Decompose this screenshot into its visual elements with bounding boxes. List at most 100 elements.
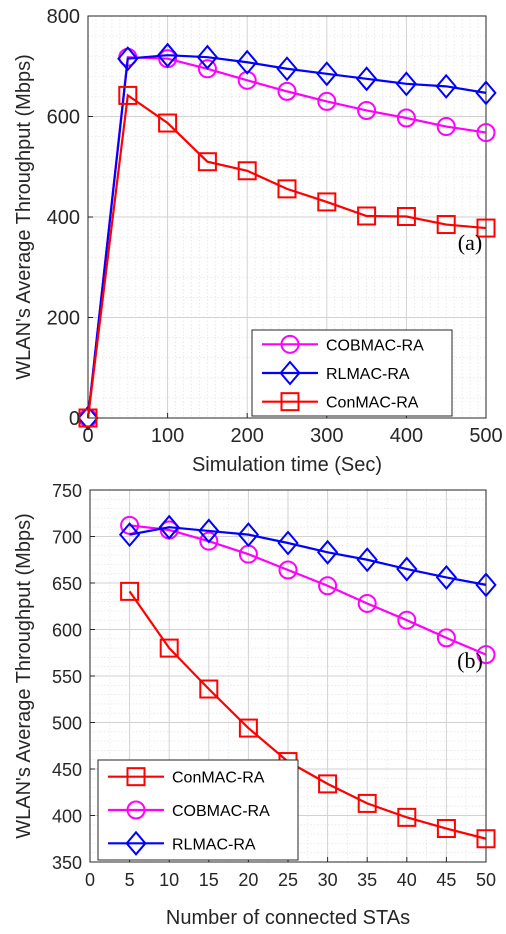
y-tick-label: 450 (52, 760, 82, 780)
legend-label: ConMAC-RA (172, 770, 265, 787)
x-tick-label: 20 (238, 870, 258, 890)
y-tick-label: 400 (47, 207, 80, 229)
data-point-rlmac-ra (475, 80, 497, 106)
series-line-cobmac-ra (86, 56, 487, 419)
series-rlmac-ra (118, 514, 497, 598)
data-point-cobmac-ra (436, 628, 456, 648)
chart-b-panel-label: (b) (457, 648, 483, 673)
data-point-conmac-ra (159, 638, 179, 658)
data-point-cobmac-ra (317, 91, 337, 111)
data-point-conmac-ra (120, 581, 140, 601)
data-point-conmac-ra (436, 819, 456, 839)
chart-a: 0 100 200 300 400 500 0 200 400 600 800 Simulation… (13, 6, 503, 476)
data-point-conmac-ra (78, 408, 98, 428)
chart-a-legend: COBMAC-RA RLMAC-RA ConMAC-RA (251, 329, 453, 417)
data-point-rlmac-ra (196, 44, 219, 70)
legend-item-rlmac-ra: RLMAC-RA (108, 830, 256, 856)
data-point-rlmac-ra (158, 514, 180, 540)
data-point-conmac-ra (476, 218, 496, 238)
chart-b-y-axis-label: WLAN's Average Throughput (Mbps) (13, 513, 35, 838)
x-tick-label: 25 (278, 870, 298, 890)
data-point-cobmac-ra (476, 645, 496, 665)
data-point-cobmac-ra (357, 100, 377, 120)
legend-item-conmac-ra: ConMAC-RA (262, 392, 419, 412)
x-tick-label: 0 (82, 425, 93, 447)
x-tick-label: 30 (318, 870, 338, 890)
legend-label: RLMAC-RA (172, 836, 256, 853)
data-point-cobmac-ra (397, 610, 417, 630)
chart-b-legend: ConMAC-RA COBMAC-RA RLMAC-RA (97, 759, 299, 861)
data-point-conmac-ra (436, 215, 456, 235)
x-tick-label: 15 (199, 870, 219, 890)
series-rlmac-ra (77, 42, 497, 431)
data-point-rlmac-ra (316, 539, 339, 565)
data-point-rlmac-ra (118, 522, 141, 548)
chart-a-y-axis-label: WLAN's Average Throughput (Mbps) (13, 54, 35, 379)
data-point-rlmac-ra (356, 547, 378, 573)
y-tick-label: 600 (47, 107, 80, 129)
y-tick-label: 350 (52, 853, 82, 873)
data-point-conmac-ra (238, 718, 258, 738)
data-point-conmac-ra (158, 113, 178, 133)
legend-label: COBMAC-RA (326, 337, 424, 354)
y-tick-label: 600 (52, 621, 82, 641)
legend-swatch-marker (126, 800, 146, 820)
series-line-cobmac-ra (129, 524, 487, 656)
x-tick-label: 35 (357, 870, 377, 890)
x-tick-label: 400 (390, 425, 423, 447)
legend-item-conmac-ra: ConMAC-RA (108, 767, 265, 787)
data-point-cobmac-ra (396, 108, 416, 128)
data-point-rlmac-ra (198, 518, 220, 544)
chart-a-panel-label: (a) (458, 230, 482, 255)
data-point-rlmac-ra (316, 61, 338, 87)
data-point-rlmac-ra (355, 66, 378, 92)
chart-a-x-axis-label: Simulation time (Sec) (192, 454, 382, 476)
legend-label: ConMAC-RA (326, 395, 419, 412)
data-point-rlmac-ra (475, 572, 497, 598)
data-point-conmac-ra (397, 807, 417, 827)
y-tick-label: 400 (52, 807, 82, 827)
legend-label: RLMAC-RA (326, 366, 410, 383)
legend-swatch-marker (280, 334, 300, 354)
data-point-cobmac-ra (199, 531, 219, 551)
data-point-rlmac-ra (277, 530, 299, 556)
y-tick-label: 0 (69, 408, 80, 430)
x-tick-label: 300 (310, 425, 343, 447)
y-tick-label: 700 (52, 528, 82, 548)
series-line-rlmac-ra (86, 54, 487, 419)
data-point-conmac-ra (277, 179, 297, 199)
data-point-rlmac-ra (236, 49, 258, 75)
legend-swatch-marker (280, 392, 300, 412)
data-point-conmac-ra (357, 206, 377, 226)
data-point-rlmac-ra (156, 42, 179, 68)
data-point-conmac-ra (197, 152, 217, 172)
data-point-conmac-ra (199, 679, 219, 699)
data-point-cobmac-ra (277, 81, 297, 101)
data-point-rlmac-ra (117, 46, 139, 72)
y-tick-label: 650 (52, 574, 82, 594)
x-tick-label: 45 (436, 870, 456, 890)
x-tick-label: 100 (151, 425, 184, 447)
data-point-rlmac-ra (435, 564, 458, 590)
data-point-conmac-ra (476, 829, 496, 849)
y-tick-label: 800 (47, 6, 80, 28)
data-point-cobmac-ra (197, 59, 217, 79)
series-line-conmac-ra (128, 590, 487, 840)
data-point-rlmac-ra (435, 73, 457, 99)
legend-item-cobmac-ra: COBMAC-RA (262, 334, 424, 354)
data-point-cobmac-ra (318, 576, 338, 596)
data-point-conmac-ra (237, 161, 257, 181)
data-point-rlmac-ra (395, 71, 418, 97)
data-point-rlmac-ra (237, 522, 260, 548)
x-tick-label: 0 (85, 870, 95, 890)
x-tick-label: 500 (469, 425, 502, 447)
chart-b: 0 5 10 15 20 25 30 35 40 45 50 350 400 450 500 550 600 65… (13, 481, 497, 929)
legend-swatch-marker (126, 767, 146, 787)
series-line-conmac-ra (86, 93, 487, 419)
legend-swatch-marker (279, 360, 301, 386)
data-point-cobmac-ra (436, 117, 456, 137)
data-point-rlmac-ra (396, 556, 418, 582)
y-tick-label: 200 (47, 308, 80, 330)
y-tick-label: 550 (52, 667, 82, 687)
